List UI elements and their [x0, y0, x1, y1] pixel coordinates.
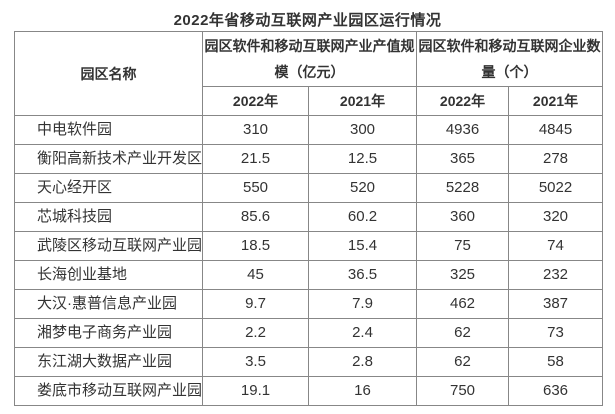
count-2021-cell: 73 — [508, 318, 603, 348]
output-2022-cell: 19.1 — [202, 376, 309, 406]
table-header: 园区名称 园区软件和移动互联网产业产值规 模（亿元） 园区软件和移动互联网企业数… — [14, 31, 603, 116]
park-name-cell: 长海创业基地 — [14, 260, 203, 290]
table-row: 娄底市移动互联网产业园 19.1 16 750 636 — [14, 376, 603, 406]
count-2021-cell: 387 — [508, 289, 603, 319]
output-2022-cell: 3.5 — [202, 347, 309, 377]
header-group-output-value: 园区软件和移动互联网产业产值规 模（亿元） — [202, 31, 417, 87]
count-2021-cell: 74 — [508, 231, 603, 261]
count-2021-cell: 636 — [508, 376, 603, 406]
count-2022-cell: 750 — [416, 376, 509, 406]
header-output-year-2021: 2021年 — [308, 86, 417, 116]
output-2021-cell: 60.2 — [308, 202, 417, 232]
output-2021-cell: 2.4 — [308, 318, 417, 348]
table-row: 武陵区移动互联网产业园 18.5 15.4 75 74 — [14, 231, 603, 261]
year-header-row: 2022年 2021年 2022年 2021年 — [15, 86, 603, 116]
page-title: 2022年省移动互联网产业园区运行情况 — [173, 12, 442, 29]
output-2022-cell: 310 — [202, 115, 309, 145]
count-2021-cell: 278 — [508, 144, 603, 174]
count-2022-cell: 365 — [416, 144, 509, 174]
count-2022-cell: 75 — [416, 231, 509, 261]
header-count-year-2022: 2022年 — [416, 86, 509, 116]
count-2022-cell: 325 — [416, 260, 509, 290]
output-2021-cell: 36.5 — [308, 260, 417, 290]
park-name-cell: 衡阳高新技术产业开发区 — [14, 144, 203, 174]
park-name-cell: 中电软件园 — [14, 115, 203, 145]
table-row: 大汉·惠普信息产业园 9.7 7.9 462 387 — [14, 289, 603, 319]
count-2021-cell: 232 — [508, 260, 603, 290]
header-output-year-2022: 2022年 — [202, 86, 309, 116]
park-name-cell: 天心经开区 — [14, 173, 203, 203]
output-2022-cell: 21.5 — [202, 144, 309, 174]
park-name-cell: 娄底市移动互联网产业园 — [14, 376, 203, 406]
output-2022-cell: 2.2 — [202, 318, 309, 348]
output-2021-cell: 7.9 — [308, 289, 417, 319]
count-2022-cell: 62 — [416, 347, 509, 377]
table-row: 天心经开区 550 520 5228 5022 — [14, 173, 603, 203]
output-2022-cell: 85.6 — [202, 202, 309, 232]
header-group-output-value-label: 园区软件和移动互联网产业产值规 模（亿元） — [204, 38, 415, 80]
output-2021-cell: 520 — [308, 173, 417, 203]
count-2021-cell: 320 — [508, 202, 603, 232]
count-2022-cell: 462 — [416, 289, 509, 319]
table-row: 湘梦电子商务产业园 2.2 2.4 62 73 — [14, 318, 603, 348]
output-2022-cell: 18.5 — [202, 231, 309, 261]
output-2021-cell: 15.4 — [308, 231, 417, 261]
count-2022-cell: 5228 — [416, 173, 509, 203]
header-park-name: 园区名称 — [14, 31, 203, 116]
count-2021-cell: 5022 — [508, 173, 603, 203]
header-group-enterprise-count: 园区软件和移动互联网企业数 量（个） — [416, 31, 603, 87]
output-2021-cell: 12.5 — [308, 144, 417, 174]
table-body: 中电软件园 310 300 4936 4845 衡阳高新技术产业开发区 21.5… — [14, 115, 603, 406]
count-2022-cell: 62 — [416, 318, 509, 348]
output-2022-cell: 45 — [202, 260, 309, 290]
park-name-cell: 湘梦电子商务产业园 — [14, 318, 203, 348]
park-name-cell: 芯城科技园 — [14, 202, 203, 232]
count-2021-cell: 58 — [508, 347, 603, 377]
output-2021-cell: 16 — [308, 376, 417, 406]
park-name-cell: 大汉·惠普信息产业园 — [14, 289, 203, 319]
header-count-year-2021: 2021年 — [508, 86, 603, 116]
park-name-cell: 东江湖大数据产业园 — [14, 347, 203, 377]
output-2021-cell: 300 — [308, 115, 417, 145]
output-2022-cell: 550 — [202, 173, 309, 203]
table-row: 中电软件园 310 300 4936 4845 — [14, 115, 603, 145]
table-row: 芯城科技园 85.6 60.2 360 320 — [14, 202, 603, 232]
count-2022-cell: 360 — [416, 202, 509, 232]
group-header-row: 园区名称 园区软件和移动互联网产业产值规 模（亿元） 园区软件和移动互联网企业数… — [14, 31, 603, 116]
count-2022-cell: 4936 — [416, 115, 509, 145]
table-row: 衡阳高新技术产业开发区 21.5 12.5 365 278 — [14, 144, 603, 174]
output-2022-cell: 9.7 — [202, 289, 309, 319]
table-row: 东江湖大数据产业园 3.5 2.8 62 58 — [14, 347, 603, 377]
count-2021-cell: 4845 — [508, 115, 603, 145]
output-2021-cell: 2.8 — [308, 347, 417, 377]
park-name-cell: 武陵区移动互联网产业园 — [14, 231, 203, 261]
parks-table: 园区名称 园区软件和移动互联网产业产值规 模（亿元） 园区软件和移动互联网企业数… — [14, 31, 603, 406]
header-group-enterprise-count-label: 园区软件和移动互联网企业数 量（个） — [418, 38, 601, 80]
table-row: 长海创业基地 45 36.5 325 232 — [14, 260, 603, 290]
